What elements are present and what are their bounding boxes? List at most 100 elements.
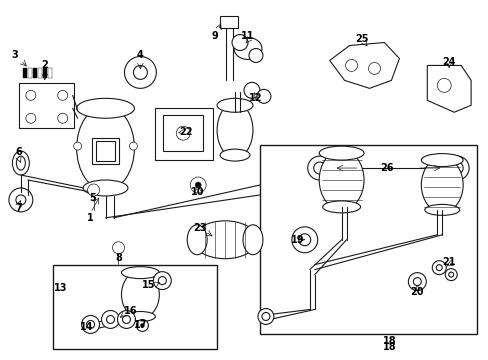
Circle shape: [407, 273, 426, 291]
Ellipse shape: [187, 225, 207, 255]
Text: 1: 1: [87, 213, 94, 223]
Ellipse shape: [121, 271, 159, 319]
Text: 10: 10: [191, 187, 204, 197]
Circle shape: [190, 177, 206, 193]
Bar: [23, 68, 27, 78]
Text: 9: 9: [211, 31, 218, 41]
Text: 4: 4: [137, 50, 143, 60]
Text: 7: 7: [16, 203, 22, 213]
Circle shape: [232, 35, 247, 50]
Bar: [19, 84, 74, 128]
Circle shape: [129, 142, 137, 150]
Bar: [260, 145, 476, 334]
Circle shape: [431, 261, 446, 275]
Ellipse shape: [83, 180, 128, 196]
Ellipse shape: [192, 221, 257, 259]
Circle shape: [345, 59, 357, 71]
Text: 2: 2: [41, 60, 48, 71]
Text: 11: 11: [241, 31, 254, 41]
Circle shape: [176, 126, 190, 140]
Ellipse shape: [322, 201, 360, 213]
Circle shape: [112, 242, 124, 254]
Circle shape: [444, 156, 468, 180]
Circle shape: [140, 323, 144, 328]
Circle shape: [258, 309, 273, 324]
Bar: [220, 15, 238, 28]
Circle shape: [117, 310, 135, 328]
Text: 12: 12: [249, 93, 262, 103]
Bar: [155, 108, 213, 160]
Text: 18: 18: [382, 342, 395, 352]
Text: 19: 19: [290, 235, 304, 245]
Ellipse shape: [121, 267, 159, 279]
Ellipse shape: [217, 98, 252, 112]
Circle shape: [368, 62, 380, 75]
Text: 25: 25: [354, 33, 367, 44]
Ellipse shape: [424, 204, 459, 215]
Text: 15: 15: [142, 280, 155, 289]
Circle shape: [195, 182, 201, 188]
Bar: [163, 115, 203, 151]
Circle shape: [291, 227, 317, 253]
Ellipse shape: [421, 154, 462, 167]
Ellipse shape: [234, 37, 262, 59]
Circle shape: [307, 156, 331, 180]
Text: 24: 24: [442, 58, 455, 67]
Text: 8: 8: [115, 253, 122, 263]
Circle shape: [248, 49, 263, 62]
Text: 13: 13: [54, 283, 67, 293]
Ellipse shape: [12, 151, 29, 175]
Circle shape: [133, 66, 147, 80]
Circle shape: [86, 320, 94, 328]
Circle shape: [87, 184, 100, 196]
Bar: [91, 138, 119, 164]
Text: 26: 26: [380, 163, 393, 173]
Circle shape: [26, 90, 36, 100]
Circle shape: [106, 315, 114, 323]
Bar: [95, 141, 115, 161]
Text: 21: 21: [442, 257, 455, 267]
Ellipse shape: [217, 103, 252, 158]
Ellipse shape: [220, 149, 249, 161]
Circle shape: [298, 234, 310, 246]
Circle shape: [262, 312, 269, 320]
Circle shape: [58, 90, 67, 100]
Text: 16: 16: [123, 306, 137, 316]
Bar: [28, 68, 32, 78]
Circle shape: [122, 315, 130, 323]
Bar: [38, 68, 41, 78]
Ellipse shape: [319, 150, 363, 210]
Circle shape: [81, 315, 100, 333]
Circle shape: [102, 310, 119, 328]
Text: 20: 20: [410, 287, 423, 297]
Circle shape: [313, 162, 325, 174]
Ellipse shape: [77, 106, 134, 190]
Text: 14: 14: [80, 323, 93, 332]
Polygon shape: [329, 42, 399, 88]
Text: 5: 5: [89, 193, 96, 203]
Circle shape: [74, 142, 81, 150]
Circle shape: [124, 57, 156, 88]
Circle shape: [136, 319, 148, 332]
Ellipse shape: [125, 311, 155, 321]
Text: 18: 18: [382, 336, 395, 346]
Circle shape: [436, 78, 450, 92]
Circle shape: [435, 265, 441, 271]
Bar: [48, 68, 52, 78]
Bar: [53, 265, 217, 349]
Bar: [33, 68, 37, 78]
Circle shape: [9, 188, 33, 212]
Circle shape: [16, 195, 26, 205]
Circle shape: [26, 113, 36, 123]
Polygon shape: [427, 66, 470, 112]
Text: 3: 3: [12, 50, 18, 60]
Circle shape: [158, 276, 166, 285]
Circle shape: [450, 162, 462, 174]
Circle shape: [448, 272, 453, 277]
Circle shape: [58, 113, 67, 123]
Circle shape: [444, 269, 456, 280]
Text: 22: 22: [179, 127, 193, 137]
Circle shape: [153, 272, 171, 289]
Text: 6: 6: [16, 147, 22, 157]
Text: 17: 17: [133, 320, 147, 330]
